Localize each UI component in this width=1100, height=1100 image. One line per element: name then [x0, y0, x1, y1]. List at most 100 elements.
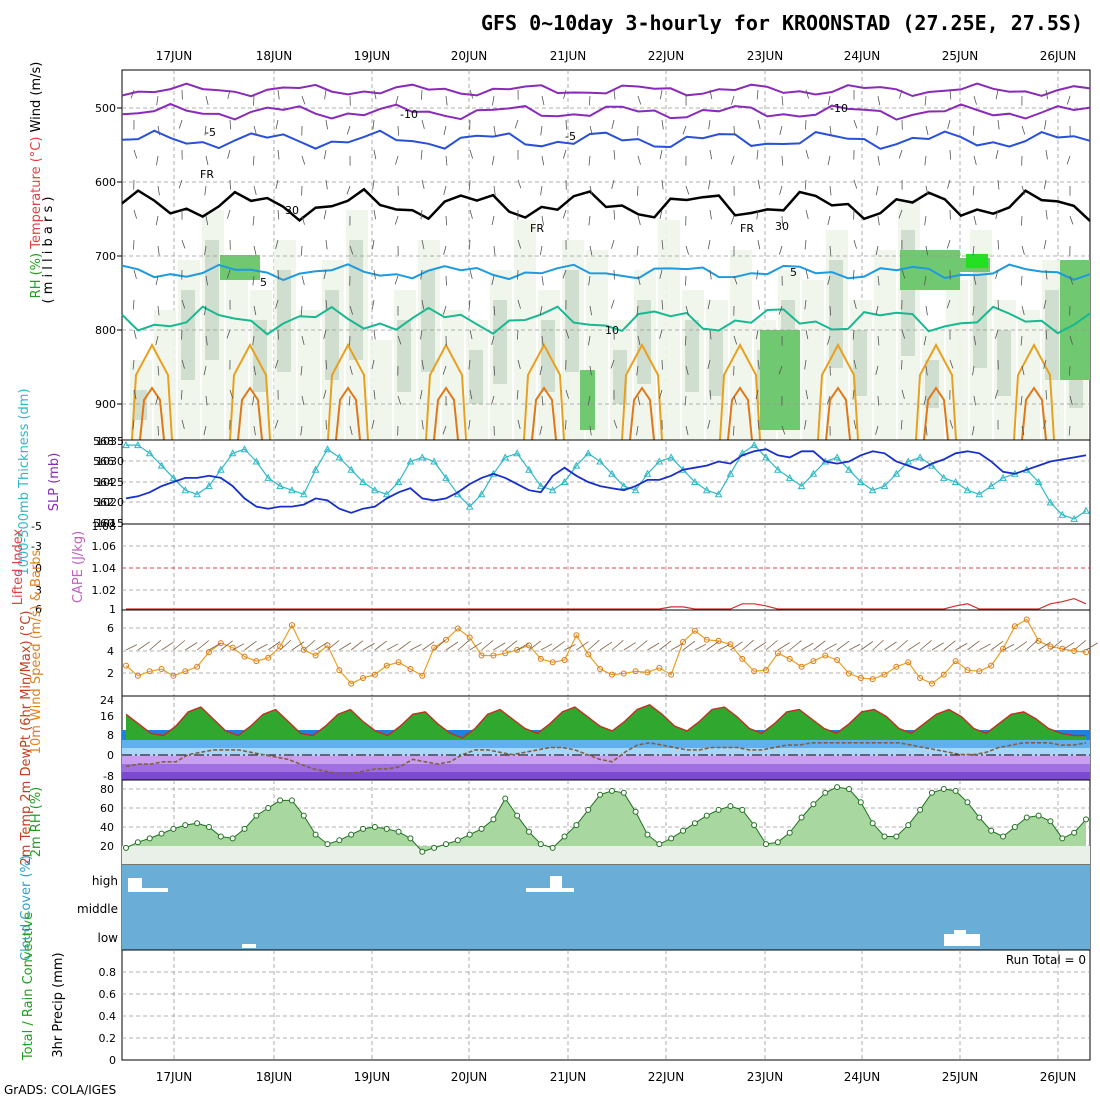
slp-marker — [951, 477, 960, 485]
wind-barb — [1020, 335, 1023, 346]
wind-barb — [155, 395, 159, 405]
wind-barb — [778, 245, 783, 255]
wind-speed-marker — [964, 667, 971, 674]
wind-barb — [708, 179, 711, 190]
slp-marker — [181, 486, 190, 494]
slp-marker — [880, 482, 889, 490]
bottom-date-label: 19JUN — [354, 1070, 391, 1084]
wind-barb — [875, 185, 879, 196]
wind-speed-marker — [668, 671, 675, 678]
bottom-date-label: 23JUN — [747, 1070, 784, 1084]
wind-speed-marker — [988, 662, 995, 669]
wind-barb — [468, 239, 471, 250]
wind-barb — [539, 365, 543, 376]
rh-marker — [1047, 818, 1054, 825]
slp-marker — [608, 469, 616, 477]
slp-marker — [371, 486, 379, 494]
wind-speed-marker — [1035, 637, 1042, 644]
contour-label: 5 — [260, 276, 267, 289]
rh-patch-mid — [853, 330, 867, 396]
wind-barb — [227, 89, 231, 99]
precip-tick-label: 0.8 — [99, 966, 117, 979]
isotherm-20 — [727, 386, 753, 441]
wind-barb — [301, 215, 305, 225]
wind-barb — [973, 215, 977, 226]
isotherm-15 — [131, 342, 173, 441]
wind-barb — [226, 209, 231, 219]
precip-tick-label: 0.2 — [99, 1032, 117, 1045]
slp-marker — [975, 490, 984, 498]
slp-marker — [643, 469, 652, 477]
wind-barb — [323, 149, 327, 160]
rh-patch-mid — [541, 320, 555, 392]
rh-marker — [134, 839, 141, 846]
wind-speed-marker — [1071, 648, 1078, 654]
wind-barb — [156, 95, 159, 106]
wind-barb — [588, 95, 591, 106]
rh-marker — [585, 806, 592, 813]
wind-speed-marker — [502, 650, 509, 657]
thickness-tick-label: 560 — [93, 517, 114, 530]
slp-marker — [762, 453, 770, 461]
wind-barb — [659, 329, 663, 339]
wind-barb-10m — [137, 641, 151, 651]
rh-marker — [466, 831, 473, 838]
temperature-tick-label: 24 — [100, 694, 114, 707]
rh-marker — [431, 844, 438, 851]
slp-marker — [702, 486, 711, 494]
rh-marker — [1011, 824, 1018, 830]
axis-label-part: Temperature (°C) — [29, 137, 44, 253]
rh-patch-light — [370, 340, 392, 440]
thickness-tick-label: 568 — [93, 435, 114, 448]
chart-title: GFS 0~10day 3-hourly for KROONSTAD (27.2… — [481, 11, 1083, 35]
wind-barb — [1068, 425, 1071, 436]
wind-barb — [420, 269, 423, 280]
rh-marker — [454, 837, 461, 844]
wind-barb — [323, 389, 327, 399]
rh-marker — [691, 820, 698, 827]
cloud-block — [242, 944, 256, 948]
wind-barb — [349, 335, 351, 346]
wind-barb — [1045, 329, 1048, 340]
wind-speed-marker — [241, 653, 248, 660]
slp-marker — [619, 482, 628, 490]
wind-barb — [253, 245, 257, 256]
wind-barb — [709, 269, 712, 280]
lifted-index-panel-frame — [121, 523, 1091, 611]
wind-barb — [853, 179, 858, 189]
wind-barb — [300, 245, 303, 256]
lifted-index-tick-label: 0 — [35, 562, 42, 575]
cape-tick-label: 1.02 — [92, 584, 117, 597]
wind-speed-marker — [561, 657, 568, 663]
wind-speed-marker — [573, 632, 580, 639]
wind-speed-marker — [1011, 623, 1018, 630]
wind-barb-10m — [943, 640, 956, 651]
wind-speed-marker — [407, 666, 414, 672]
rh-marker — [976, 814, 983, 821]
wind-barb-10m — [1062, 642, 1075, 651]
wind-barb — [469, 89, 474, 99]
wind-barb — [852, 389, 855, 400]
wind-barb-10m — [694, 643, 707, 651]
wind-barb — [493, 305, 496, 316]
rh-marker — [656, 841, 663, 848]
contour-label: 30 — [285, 204, 299, 217]
wind-barb — [275, 179, 279, 190]
wind-barb — [541, 155, 545, 166]
rh-marker — [478, 825, 485, 832]
slp-marker — [323, 445, 332, 453]
wind-barb-10m — [173, 640, 186, 651]
rh-patch-high — [580, 370, 595, 430]
wind-barb — [421, 179, 425, 190]
wind-speed-marker — [158, 666, 165, 672]
lifted-index-tick-label: -3 — [31, 540, 42, 553]
bottom-date-label: 18JUN — [256, 1070, 293, 1084]
wind-barb — [852, 269, 855, 280]
wind-barb — [419, 389, 423, 400]
wind-barb — [1021, 305, 1025, 315]
wind-barb — [947, 119, 951, 129]
wind-barb — [804, 359, 807, 370]
isotherm-20 — [237, 386, 263, 441]
